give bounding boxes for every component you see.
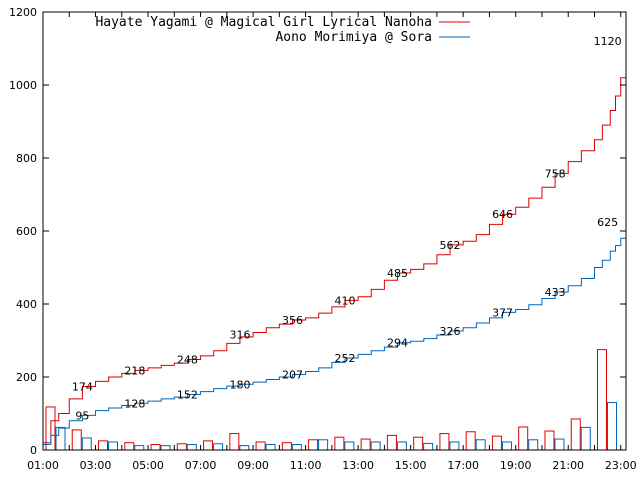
data-label: 485 [387,267,408,280]
x-tick-label: 21:00 [552,459,584,472]
hourly-bar [544,430,555,451]
hourly-bar [360,438,371,451]
data-label: 180 [229,378,250,391]
x-tick-label: 07:00 [185,459,217,472]
hourly-bar [71,429,82,451]
hourly-bar [439,433,450,451]
hourly-bar [124,442,135,451]
data-label: 95 [75,409,89,422]
x-axis-ticks: 01:00 03:00 05:00 07:00 09:00 11:00 13:00 15:00… [27,12,637,472]
hourly-bar [255,441,266,451]
hourly-bar [81,437,92,451]
hourly-bar [449,441,460,451]
hourly-bar [308,439,319,451]
x-tick-label: 17:00 [447,459,479,472]
data-label: 252 [335,352,356,365]
hourly-bar [281,442,292,451]
y-tick-label: 400 [16,298,37,311]
hourly-bar [134,445,145,451]
hourly-bar [501,441,512,451]
data-label: 248 [177,353,198,366]
data-label: 377 [492,306,513,319]
hourly-bar [465,431,476,451]
data-label: 562 [440,239,461,252]
data-label: 1120 [594,35,622,48]
data-label: 207 [282,368,303,381]
data-label: 433 [545,286,566,299]
y-tick-label: 1200 [9,6,37,19]
hourly-bar [413,436,424,451]
hourly-bar [213,443,224,451]
hourly-bar [176,443,187,451]
y-tick-label: 0 [30,444,37,457]
hourly-bar [239,445,250,451]
x-tick-label: 19:00 [500,459,532,472]
hourly-bar [570,418,581,451]
data-label: 152 [177,389,198,402]
x-tick-label: 23:00 [605,459,637,472]
hourly-bar [98,440,109,451]
data-label: 128 [124,397,145,410]
cumulative-line [43,41,627,444]
legend: Hayate Yagami @ Magical Girl Lyrical Nan… [95,15,470,45]
data-label: 174 [72,380,93,393]
x-tick-label: 05:00 [132,459,164,472]
hourly-bar [55,426,66,451]
data-label: 356 [282,314,303,327]
data-label: 758 [545,167,566,180]
hourly-bar [518,426,529,451]
data-label: 326 [440,325,461,338]
hourly-bar [370,441,381,451]
hourly-bar [334,436,345,451]
data-label: 316 [229,329,250,342]
x-tick-label: 11:00 [290,459,322,472]
hourly-bar [344,441,355,451]
hourly-bar [491,435,502,451]
plot-frame [42,11,627,451]
x-tick-label: 15:00 [395,459,427,472]
data-label: 625 [597,216,618,229]
data-labels: 174 218 248 316 356 410 485 562 646 758 1120 95 128 1… [72,35,622,422]
cumulative-lines [43,41,627,446]
x-tick-label: 13:00 [342,459,374,472]
cumulative-line [43,221,627,446]
hourly-bar [229,433,240,451]
y-tick-label: 200 [16,371,37,384]
hourly-bar [108,441,119,451]
hourly-bar [160,445,171,451]
hourly-bar [580,426,591,451]
y-axis-ticks: 0 200 400 600 800 1000 1200 [9,6,626,457]
hourly-bar [528,439,539,451]
hourly-bar [396,441,407,451]
legend-entry-label: Aono Morimiya @ Sora [275,30,432,45]
x-tick-label: 09:00 [237,459,269,472]
y-tick-label: 800 [16,152,37,165]
hourly-bar [475,439,486,451]
x-tick-label: 03:00 [80,459,112,472]
hourly-bar [265,444,276,451]
x-tick-label: 01:00 [27,459,59,472]
hourly-bar [291,444,302,451]
data-label: 218 [124,364,145,377]
y-tick-label: 600 [16,225,37,238]
data-label: 294 [387,337,408,350]
data-label: 410 [335,294,356,307]
legend-entry-label: Hayate Yagami @ Magical Girl Lyrical Nan… [95,15,432,30]
data-label: 646 [492,208,513,221]
hourly-bar [596,349,607,451]
hourly-bar [554,438,565,451]
hourly-bar [186,444,197,451]
hourly-bar [150,444,161,451]
hourly-bar [318,439,329,451]
hourly-bar [606,402,617,451]
hourly-bar [203,440,214,451]
hourly-bar [423,442,434,451]
y-tick-label: 1000 [9,79,37,92]
hourly-bar [386,434,397,451]
